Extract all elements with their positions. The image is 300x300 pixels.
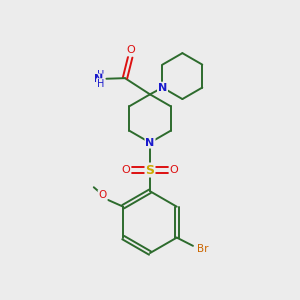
Text: N: N	[158, 82, 167, 93]
Text: Br: Br	[197, 244, 208, 254]
Text: H: H	[97, 79, 104, 89]
Text: O: O	[98, 190, 107, 200]
Text: N: N	[94, 74, 103, 84]
Text: H: H	[97, 70, 104, 80]
Text: N: N	[146, 138, 154, 148]
Text: S: S	[146, 164, 154, 176]
Text: O: O	[122, 165, 130, 175]
Text: O: O	[170, 165, 178, 175]
Text: O: O	[126, 46, 135, 56]
